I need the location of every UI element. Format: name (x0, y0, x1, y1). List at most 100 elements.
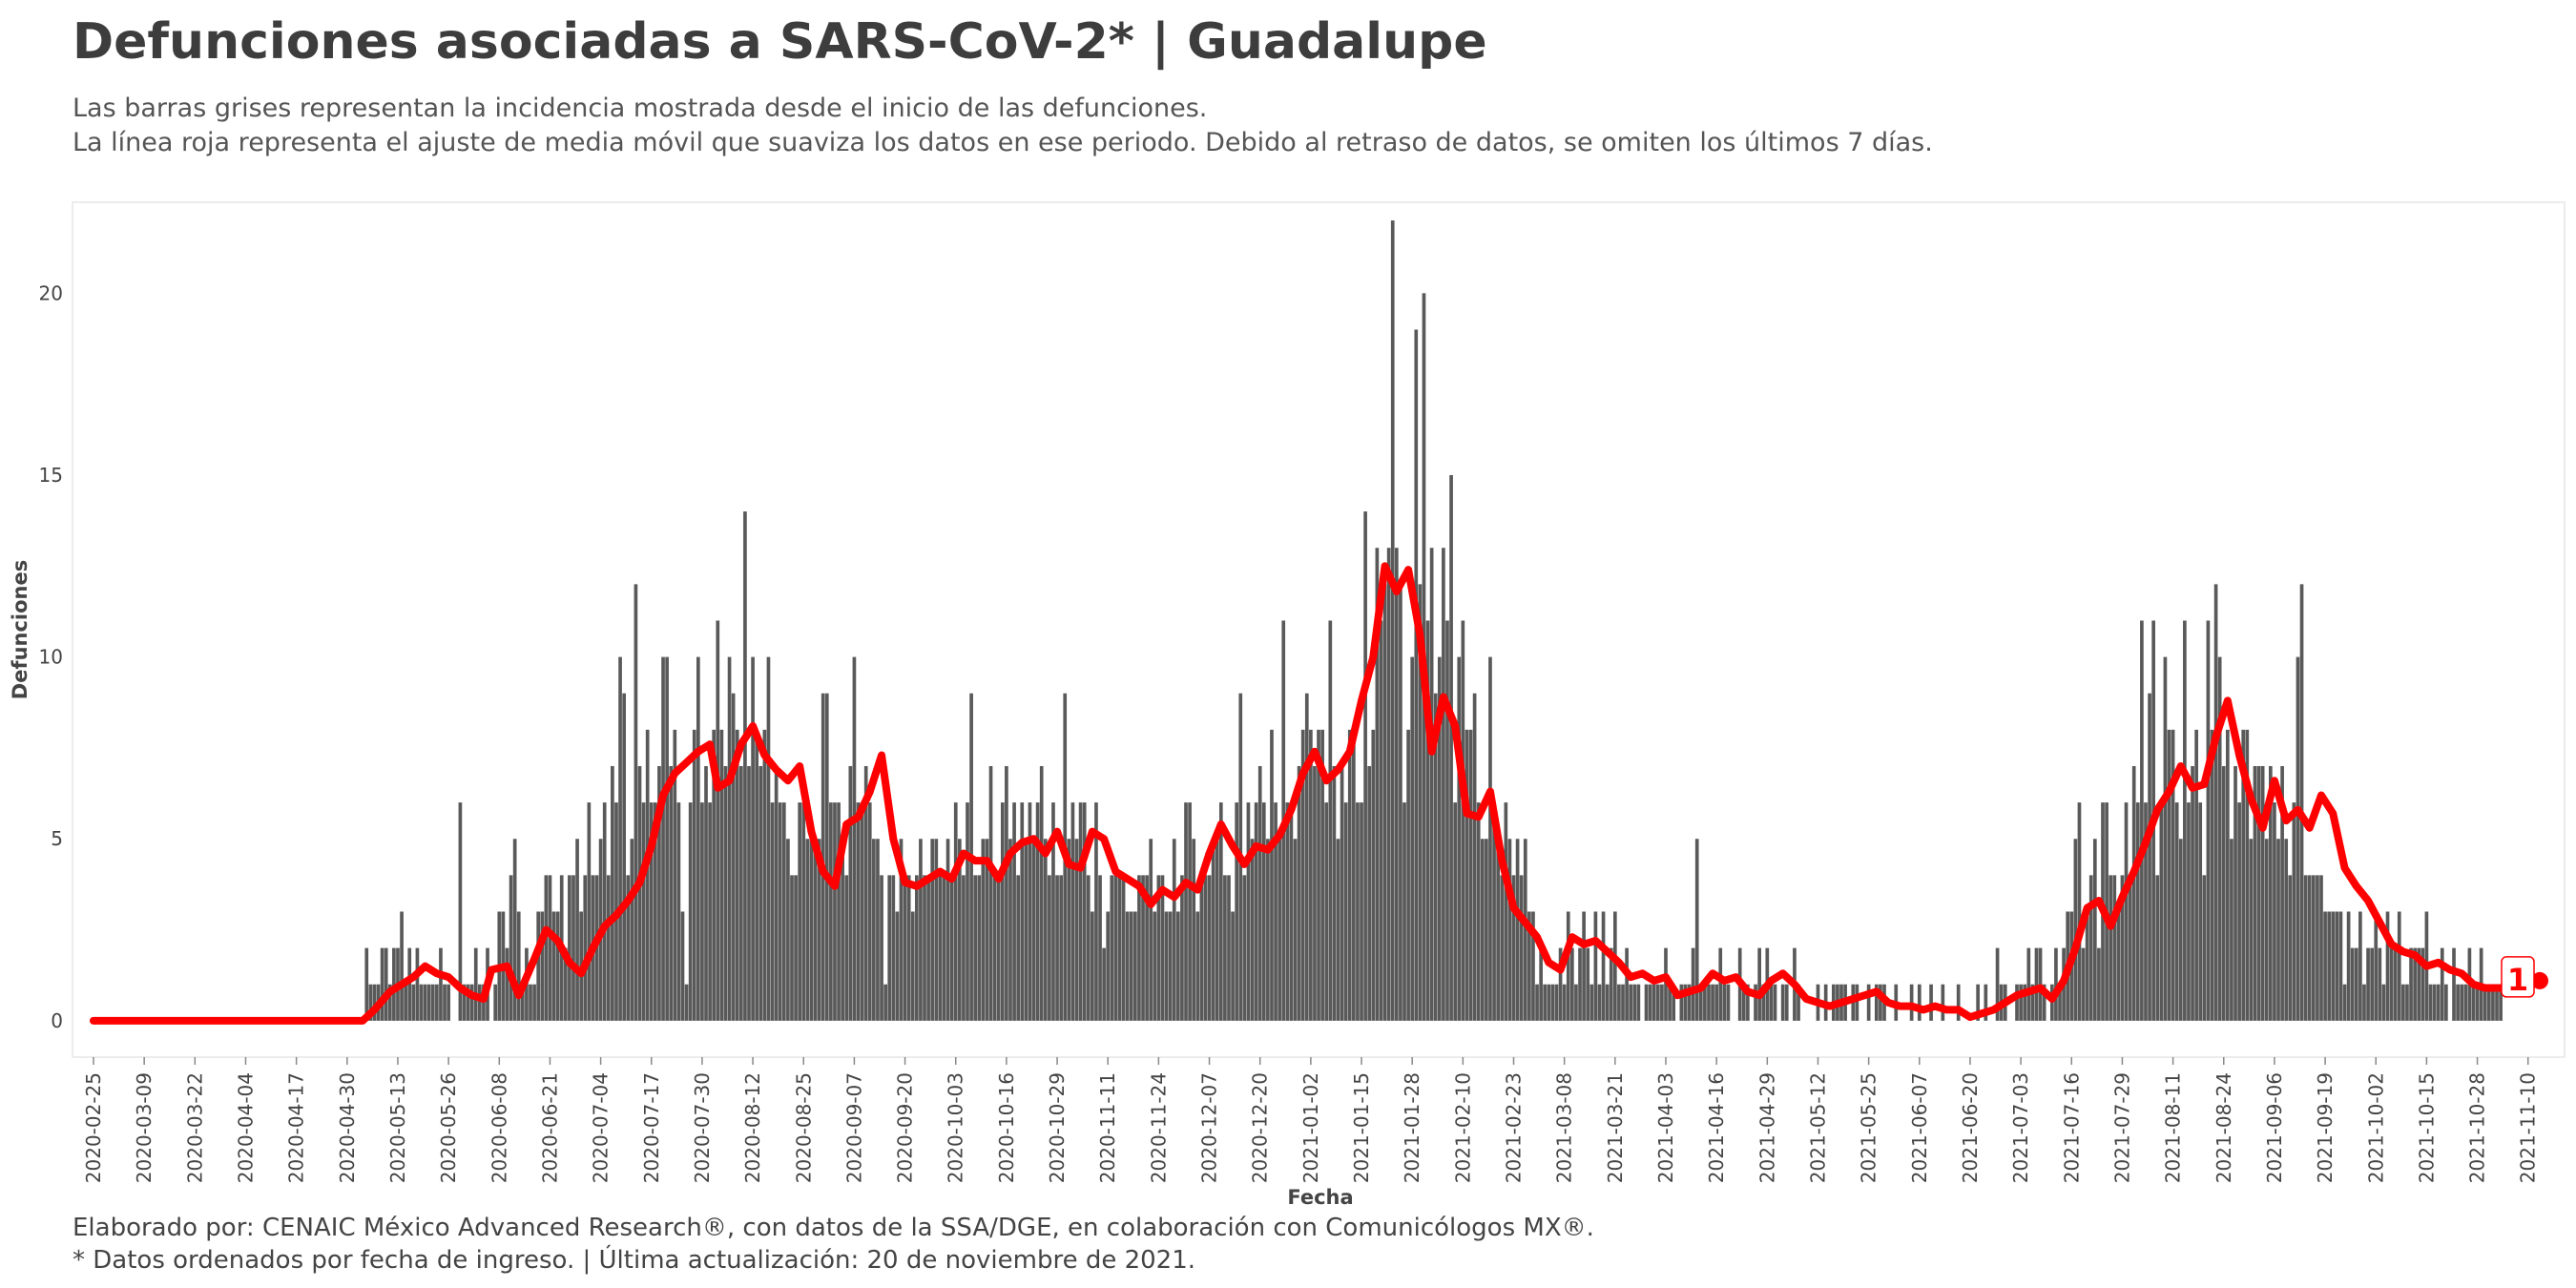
bar (1531, 911, 1535, 1021)
bar (1051, 802, 1055, 1021)
bar (2323, 911, 2327, 1021)
bar (1195, 911, 1200, 1021)
bar (953, 802, 958, 1021)
x-tick-label: 2020-09-20 (894, 1072, 917, 1183)
bar (1984, 984, 1988, 1021)
bar (1121, 875, 1126, 1021)
x-tick-label: 2021-01-28 (1401, 1072, 1423, 1183)
bar (575, 839, 579, 1021)
bar (2198, 802, 2203, 1021)
x-tick-label: 2020-03-09 (133, 1072, 156, 1183)
bar (1153, 911, 1157, 1021)
bar (1683, 984, 1688, 1021)
bar (1660, 984, 1664, 1021)
bar (2338, 911, 2343, 1021)
bar (1113, 875, 1118, 1021)
bar (505, 947, 509, 1021)
bar (751, 656, 755, 1021)
bar (1394, 548, 1399, 1021)
bar (2463, 984, 2468, 1021)
bar (981, 839, 986, 1021)
bar (1203, 875, 1208, 1021)
bar (1382, 584, 1387, 1021)
bar (684, 984, 689, 1021)
bar (1995, 947, 2000, 1021)
bar (1468, 729, 1473, 1021)
bar (1317, 729, 1320, 1021)
bar (1761, 984, 1766, 1021)
bar (762, 729, 767, 1021)
bar (1031, 839, 1036, 1021)
bar (1356, 802, 1360, 1021)
bar (551, 911, 556, 1021)
bar (1698, 984, 1703, 1021)
bar (2296, 656, 2300, 1021)
bar (641, 802, 646, 1021)
x-tick-label: 2021-04-16 (1705, 1072, 1728, 1183)
bar (973, 875, 978, 1021)
bar (1784, 984, 1789, 1021)
bar (1941, 984, 1945, 1021)
bar (1769, 984, 1774, 1021)
bar (1797, 984, 1800, 1021)
bar (957, 839, 962, 1021)
bar (1726, 984, 1731, 1021)
bar (2221, 765, 2226, 1021)
bar (2088, 875, 2093, 1021)
bar (2354, 947, 2358, 1021)
bar (923, 875, 926, 1021)
bar (988, 765, 993, 1021)
bar (996, 875, 1001, 1021)
bar (1309, 729, 1313, 1021)
x-axis-label: Fecha (1287, 1186, 1353, 1209)
bar (1617, 984, 1621, 1021)
bar (372, 984, 377, 1021)
bar (1091, 911, 1094, 1021)
x-tick-label: 2021-07-29 (2110, 1072, 2133, 1183)
bar (1589, 984, 1594, 1021)
bar (2436, 984, 2441, 1021)
bar (630, 839, 634, 1021)
y-tick-label: 20 (39, 281, 63, 304)
bar (2280, 765, 2284, 1021)
bar (384, 947, 388, 1021)
bar (790, 875, 794, 1021)
bar (938, 875, 943, 1021)
bar (478, 984, 482, 1021)
bar (2264, 839, 2269, 1021)
bar (529, 984, 532, 1021)
bar (1125, 911, 1130, 1021)
bar (2440, 947, 2444, 1021)
bar (1028, 802, 1032, 1021)
bar-series (364, 220, 2503, 1021)
bar (1527, 911, 1531, 1021)
bar (774, 765, 779, 1021)
bar (1554, 984, 1559, 1021)
bar (852, 656, 857, 1021)
bar (2370, 947, 2374, 1021)
bar (661, 656, 665, 1021)
bar (903, 875, 907, 1021)
last-value-label: 1 (2507, 962, 2528, 998)
bar (2284, 839, 2289, 1021)
bar (2444, 984, 2448, 1021)
bar (688, 802, 693, 1021)
x-tick-label: 2020-05-26 (437, 1072, 460, 1183)
bar (493, 984, 498, 1021)
bar (1059, 875, 1063, 1021)
bar (1543, 984, 1548, 1021)
bar (2081, 947, 2086, 1021)
bar (458, 802, 463, 1021)
bar (906, 875, 911, 1021)
bar (1476, 802, 1481, 1021)
bar (1082, 802, 1087, 1021)
bar (1492, 802, 1496, 1021)
x-tick-label: 2020-10-03 (945, 1072, 967, 1183)
bar (2460, 984, 2464, 1021)
bar (805, 839, 810, 1021)
bar (1270, 729, 1274, 1021)
bar (1741, 984, 1746, 1021)
bar (1519, 875, 1524, 1021)
bar (1207, 875, 1212, 1021)
bar (2432, 984, 2437, 1021)
